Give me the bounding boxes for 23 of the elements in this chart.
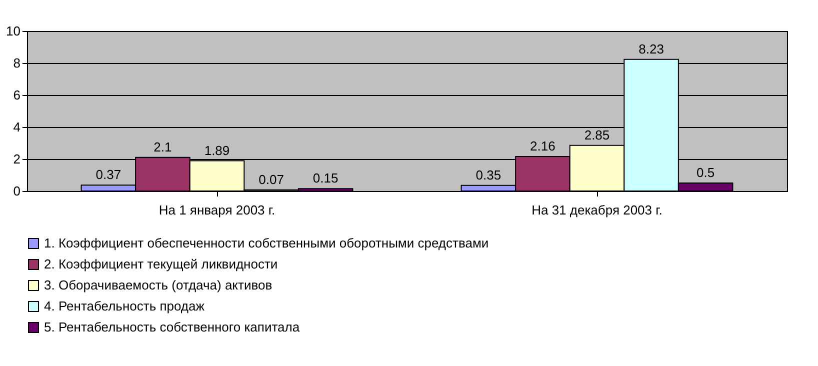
legend-label: 3. Оборачиваемость (отдача) активов — [44, 278, 272, 292]
data-label: 2.1 — [154, 139, 172, 154]
y-tick-label: 8 — [13, 56, 20, 70]
y-tick-label: 4 — [13, 120, 20, 134]
legend-label: 4. Рентабельность продаж — [44, 298, 205, 314]
data-label: 0.35 — [476, 167, 502, 182]
data-label: 0.37 — [96, 167, 122, 182]
data-label: 0.07 — [258, 172, 284, 187]
legend-label: 1. Коэффициент обеспеченности собственными оборотными средствами — [44, 236, 489, 250]
y-tick-label: 2 — [13, 152, 20, 166]
data-label: 2.16 — [530, 138, 556, 154]
data-label: 0.15 — [312, 170, 338, 186]
data-label: 2.85 — [584, 127, 610, 142]
data-label: 8.23 — [638, 41, 664, 56]
y-tick-label: 0 — [13, 184, 20, 198]
data-label: 1.89 — [204, 142, 230, 158]
legend-label: 2. Коэффициент текущей ликвидности — [44, 256, 278, 272]
x-tick-label: На 31 декабря 2003 г. — [532, 202, 662, 218]
y-tick-label: 6 — [13, 88, 20, 102]
legend-label: 5. Рентабельность собственного капитала — [44, 320, 300, 334]
y-tick-label: 10 — [6, 24, 20, 38]
x-tick-label: На 1 января 2003 г. — [158, 202, 276, 218]
data-label: 0.5 — [696, 165, 715, 180]
